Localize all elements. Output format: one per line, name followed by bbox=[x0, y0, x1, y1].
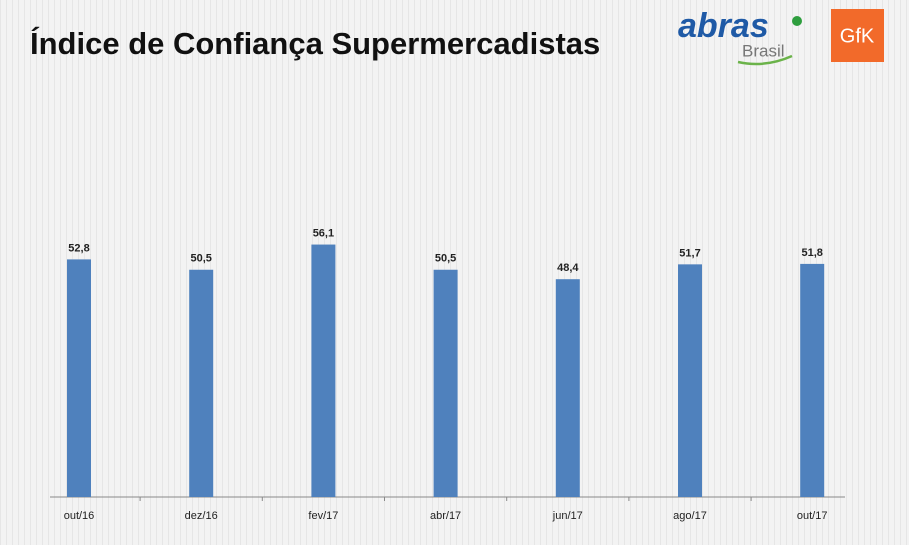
x-tick-label: abr/17 bbox=[430, 510, 461, 522]
brasil-text: Brasil bbox=[742, 41, 785, 60]
x-tick-label: dez/16 bbox=[185, 510, 218, 522]
abras-swoosh bbox=[737, 54, 793, 66]
value-label: 51,7 bbox=[679, 247, 700, 259]
gfk-box bbox=[831, 9, 884, 62]
value-label: 56,1 bbox=[313, 227, 334, 239]
bar bbox=[67, 259, 91, 497]
x-tick-label: jun/17 bbox=[552, 510, 583, 522]
bar bbox=[800, 263, 825, 497]
bar bbox=[189, 269, 214, 497]
abras-flag bbox=[792, 16, 802, 26]
bar bbox=[311, 244, 336, 497]
x-tick-label: out/17 bbox=[797, 510, 828, 522]
value-label: 50,5 bbox=[435, 253, 456, 265]
chart-title: Índice de Confiança Supermercadistas bbox=[30, 26, 600, 61]
gfk-text: GfK bbox=[840, 25, 875, 47]
value-label: 48,4 bbox=[557, 262, 579, 274]
gfk-logo: GfK bbox=[831, 9, 884, 62]
value-label: 51,8 bbox=[801, 247, 822, 259]
value-label: 52,8 bbox=[68, 242, 89, 254]
x-tick-label: fev/17 bbox=[308, 510, 338, 522]
x-tick-label: out/16 bbox=[64, 510, 95, 522]
abras-text: abras bbox=[678, 7, 769, 45]
bar bbox=[433, 269, 458, 497]
abras-logo: abras Brasil bbox=[678, 7, 802, 66]
x-tick-label: ago/17 bbox=[673, 510, 707, 522]
value-label: 50,5 bbox=[190, 253, 211, 265]
bar bbox=[555, 279, 580, 497]
bar bbox=[678, 264, 702, 497]
